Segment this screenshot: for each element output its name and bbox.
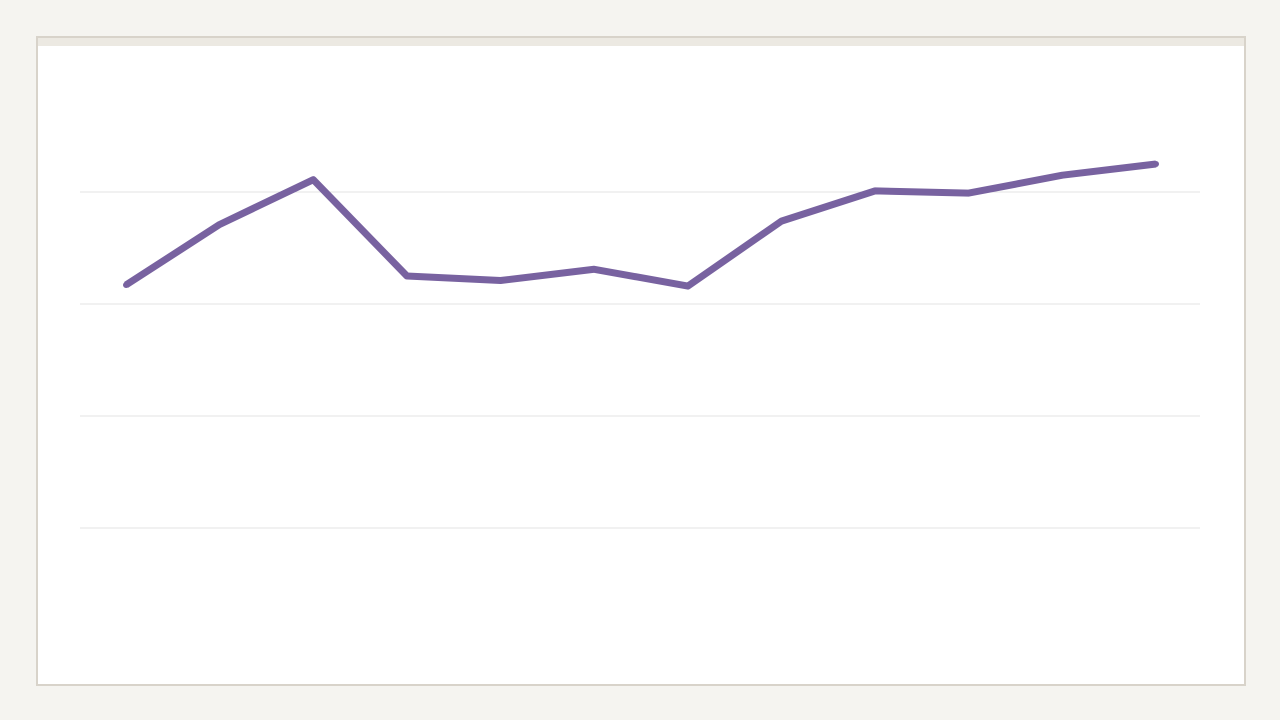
data-point-6: [591, 266, 598, 273]
gridlines: [80, 191, 1200, 529]
data-point-5: [497, 277, 504, 284]
data-point-4: [403, 273, 410, 279]
data-point-12: [1153, 161, 1159, 167]
data-point-8: [778, 218, 785, 225]
data-point-2: [216, 221, 223, 228]
data-point-11: [1059, 172, 1066, 179]
series-line-1: [124, 160, 1157, 290]
panel-top-strip: [38, 38, 1244, 46]
series-lines: [123, 160, 1159, 290]
chart-panel: [36, 36, 1246, 686]
data-point-1: [123, 281, 129, 288]
data-point-9: [872, 187, 879, 194]
data-point-7: [684, 283, 691, 290]
data-point-10: [965, 190, 972, 197]
data-point-3: [310, 176, 317, 183]
